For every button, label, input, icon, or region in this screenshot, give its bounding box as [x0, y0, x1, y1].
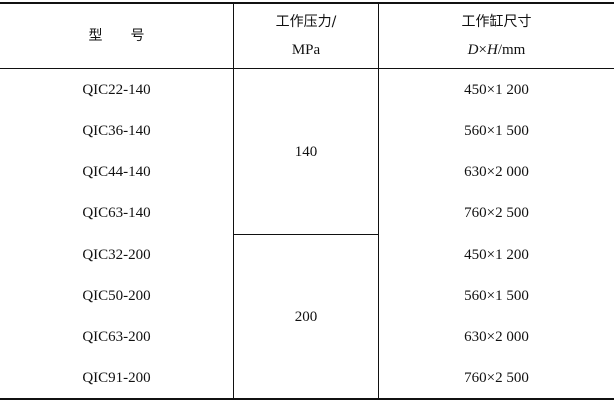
- bottom-rule: [0, 398, 614, 400]
- size-cell: 450×1 200: [464, 246, 529, 263]
- header-size-times: ×: [478, 42, 487, 58]
- header-size-unit: /mm: [497, 42, 526, 58]
- size-cell: 630×2 000: [464, 164, 529, 181]
- size-cell: 560×1 500: [464, 287, 529, 304]
- pressure-cell: 140: [294, 143, 318, 160]
- size-cell: 760×2 500: [464, 205, 529, 222]
- model-cell: QIC63-140: [82, 205, 151, 222]
- column-divider-1: [233, 3, 234, 399]
- size-cell: 630×2 000: [464, 329, 529, 346]
- size-cell: 450×1 200: [464, 81, 529, 98]
- header-pressure-line2: MPa: [291, 42, 321, 58]
- model-cell: QIC22-140: [82, 81, 151, 98]
- model-cell: QIC63-200: [82, 329, 151, 346]
- model-cell: QIC50-200: [82, 287, 151, 304]
- model-cell: QIC44-140: [82, 164, 151, 181]
- column-divider-2: [378, 3, 379, 399]
- header-size-d: D: [467, 42, 479, 58]
- model-cell: QIC36-140: [82, 122, 151, 139]
- model-cell: QIC91-200: [82, 370, 151, 387]
- size-cell: 760×2 500: [464, 370, 529, 387]
- header-size-line1: 工作缸尺寸: [461, 14, 532, 30]
- header-rule: [0, 68, 614, 69]
- header-pressure: 工作压力/ MPa: [234, 4, 378, 68]
- pressure-cell: 200: [294, 308, 318, 325]
- header-model: 型 号: [0, 4, 233, 68]
- header-size: 工作缸尺寸 D×H/mm: [379, 4, 614, 68]
- header-size-h: H: [486, 42, 498, 58]
- top-rule: [0, 2, 614, 4]
- model-cell: QIC32-200: [82, 246, 151, 263]
- header-model-text: 型 号: [88, 28, 145, 44]
- group-divider: [233, 234, 379, 235]
- header-size-line2: D×H/mm: [468, 39, 526, 61]
- header-pressure-line1: 工作压力/: [275, 14, 337, 30]
- size-cell: 560×1 500: [464, 122, 529, 139]
